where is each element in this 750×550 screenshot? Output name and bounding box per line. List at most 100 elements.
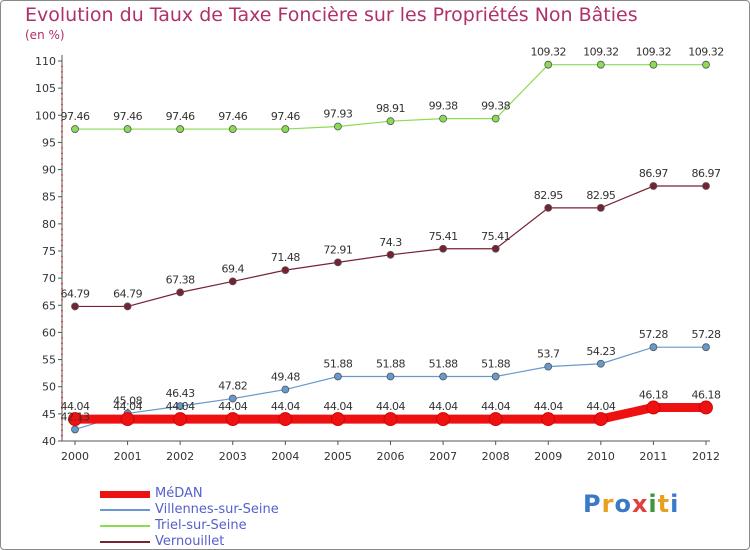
legend-item: Villennes-sur-Seine [100,502,360,518]
y-minor-tick [61,217,63,220]
y-minor-tick [61,228,63,231]
data-point [123,302,132,311]
data-point [334,372,342,381]
data-point [649,182,658,190]
legend-label: Villennes-sur-Seine [155,502,279,517]
data-label: 51.88 [323,358,352,371]
y-minor-tick [61,179,63,182]
y-tick-label: 75 [42,245,56,258]
data-label: 54.23 [586,345,615,358]
x-tick-label: 2012 [692,450,720,463]
y-minor-tick [61,163,63,166]
legend-label: Vernouillet [155,534,225,549]
y-minor-tick [61,364,63,366]
data-label: 109.32 [583,46,619,59]
y-minor-tick [61,174,63,176]
series-layer [68,60,713,434]
legend-item: Vernouillet [100,534,360,550]
data-label: 57.28 [692,328,721,341]
data-label: 51.88 [376,358,405,371]
data-point [386,372,395,381]
data-label: 64.79 [61,287,90,300]
y-tick-label: 50 [42,381,56,394]
x-tick-label: 2011 [639,450,667,463]
data-label: 44.04 [586,400,615,413]
y-tick-label: 45 [42,408,56,421]
y-tick-label: 60 [42,326,56,339]
data-label: 99.38 [429,100,458,113]
y-tick-label: 70 [42,272,56,285]
y-minor-tick [61,326,63,328]
data-point [176,288,185,297]
y-minor-tick [61,298,63,301]
data-label: 44.04 [113,400,142,413]
data-point [544,203,553,212]
data-point [702,343,710,352]
axes: 40 45 50 55 60 65 70 75 80 85 90 95 100 105 110 2000 200… [35,55,720,463]
data-point [596,203,605,212]
y-minor-tick [61,429,63,432]
logo-letter: P [583,490,602,518]
data-point [593,412,608,426]
x-tick-label: 2008 [482,450,510,463]
data-label: 44.04 [429,400,458,413]
y-minor-tick [61,407,63,410]
x-tick-label: 2006 [377,450,405,463]
y-minor-tick [61,309,63,312]
data-point [439,244,447,253]
x-tick-label: 2001 [114,450,142,463]
y-minor-tick [61,396,63,399]
y-minor-tick [61,108,63,111]
data-label: 69.4 [222,262,245,275]
y-minor-tick [61,434,63,437]
x-tick-label: 2007 [429,450,457,463]
data-point [281,385,290,394]
y-tick-label: 100 [35,109,56,122]
x-tick-label: 2010 [587,450,615,463]
legend-swatch [100,525,150,527]
y-minor-tick [61,125,63,128]
data-label: 99.38 [481,100,510,113]
data-label: 44.04 [61,400,90,413]
y-minor-tick [61,255,63,258]
unit-label: (en %) [25,28,65,42]
y-minor-tick [61,418,63,421]
y-minor-tick [61,65,63,68]
data-point [228,125,237,133]
y-minor-tick [61,380,63,383]
data-label: 45.08 [113,394,142,407]
data-label: 42.13 [61,410,90,423]
data-label: 109.32 [688,46,724,59]
data-label: 44.04 [323,400,352,413]
y-minor-tick [61,423,63,426]
data-point [649,60,658,69]
proxiti-logo: Proxiti [583,490,679,518]
y-minor-tick [61,146,63,149]
data-label: 97.46 [166,110,195,123]
data-point [278,412,293,426]
x-tick-label: 2002 [166,450,194,463]
data-point [439,372,447,381]
y-tick-label: 40 [42,435,56,448]
data-label: 53.7 [537,348,560,361]
chart-title: Evolution du Taux de Taxe Foncière sur l… [25,4,638,26]
y-minor-tick [61,374,63,377]
y-minor-tick [61,152,63,155]
data-point [123,125,132,133]
y-minor-tick [61,119,63,122]
logo-letter: r [601,490,615,518]
y-minor-tick [61,391,63,394]
x-tick-label: 2005 [324,450,352,463]
y-tick-label: 90 [42,164,56,177]
legend-swatch [100,541,150,543]
logo-letter: o [614,490,632,518]
y-minor-tick [61,206,63,209]
legend-item: Triel-sur-Seine [100,518,360,534]
y-minor-tick [61,130,63,133]
data-label: 44.04 [481,400,510,413]
y-minor-tick [61,201,63,204]
legend-item: MéDAN [100,486,360,502]
legend-label: Triel-sur-Seine [155,518,247,533]
